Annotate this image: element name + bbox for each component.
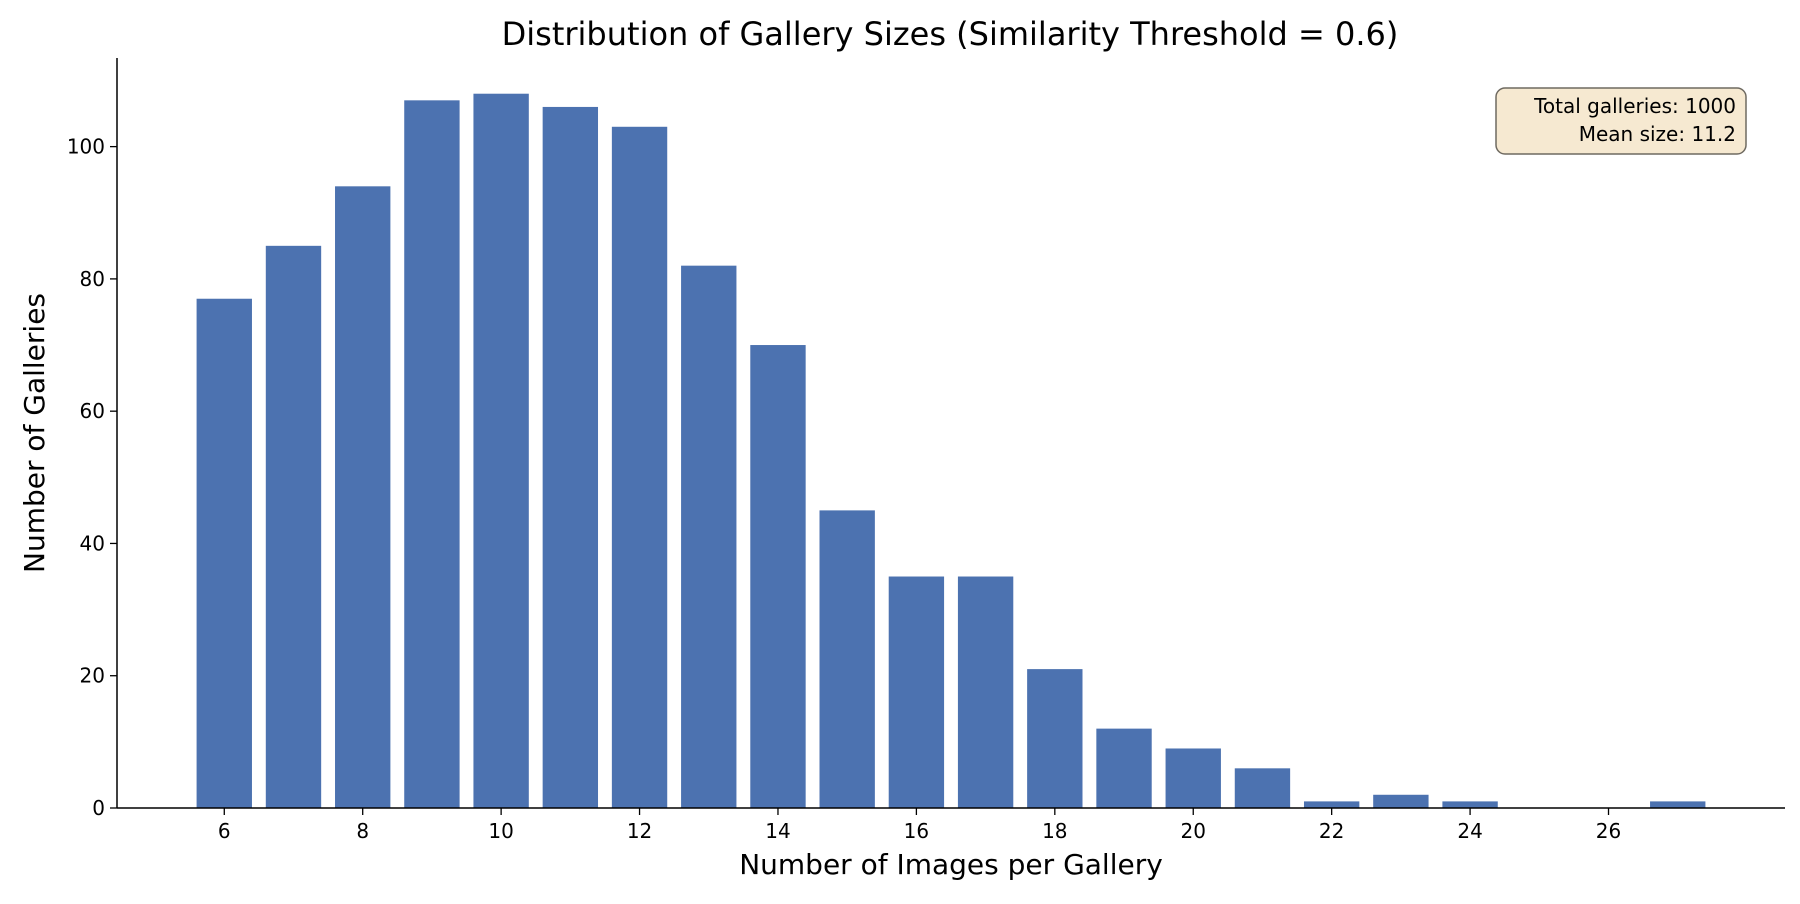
bar-size-20 <box>1165 748 1221 808</box>
x-tick-label: 8 <box>356 819 369 843</box>
bar-size-27 <box>1650 801 1706 808</box>
annotation-total-galleries: Total galleries: 1000 <box>1533 94 1736 118</box>
x-tick-label: 14 <box>765 819 790 843</box>
x-tick-label: 26 <box>1596 819 1621 843</box>
x-tick-label: 10 <box>488 819 513 843</box>
y-axis-label: Number of Galleries <box>18 293 51 573</box>
bar-size-16 <box>888 576 945 808</box>
x-tick-label: 20 <box>1181 819 1206 843</box>
bar-size-24 <box>1442 801 1498 808</box>
y-axis-ticks: 0 20 40 60 80 100 <box>67 135 117 820</box>
bar-size-21 <box>1234 768 1291 808</box>
x-axis-label: Number of Images per Gallery <box>739 848 1163 881</box>
x-tick-label: 22 <box>1319 819 1344 843</box>
bar-size-22 <box>1303 801 1360 808</box>
x-axis-ticks: 6 8 10 12 14 16 18 20 22 24 26 <box>218 808 1621 843</box>
x-tick-label: 6 <box>218 819 231 843</box>
y-tick-label: 60 <box>80 399 105 423</box>
y-tick-label: 100 <box>67 135 105 159</box>
bar-size-8 <box>335 186 391 808</box>
y-tick-label: 20 <box>80 664 105 688</box>
bar-size-13 <box>681 265 737 808</box>
bar-size-23 <box>1373 794 1429 808</box>
bars-group <box>196 93 1706 808</box>
bar-size-14 <box>750 345 806 808</box>
annotation-box <box>1495 87 1747 155</box>
bar-size-18 <box>1027 669 1083 808</box>
bar-size-9 <box>404 100 460 808</box>
chart-title: Distribution of Gallery Sizes (Similarit… <box>502 15 1399 53</box>
bar-size-11 <box>542 106 599 808</box>
x-tick-label: 24 <box>1457 819 1482 843</box>
annotation-mean-size: Mean size: 11.2 <box>1579 122 1736 146</box>
y-tick-label: 40 <box>80 531 105 555</box>
y-tick-label: 80 <box>80 267 105 291</box>
bar-size-17 <box>957 576 1014 808</box>
x-tick-label: 12 <box>627 819 652 843</box>
bar-size-19 <box>1096 728 1152 808</box>
bar-size-12 <box>611 126 668 808</box>
bar-size-6 <box>196 298 252 808</box>
bar-size-15 <box>819 510 875 808</box>
x-tick-label: 16 <box>904 819 929 843</box>
bar-size-7 <box>265 245 322 808</box>
y-tick-label: 0 <box>92 796 105 820</box>
summary-annotation: Total galleries: 1000 Mean size: 11.2 <box>1495 87 1747 155</box>
bar-size-10 <box>473 93 529 808</box>
x-tick-label: 18 <box>1042 819 1067 843</box>
